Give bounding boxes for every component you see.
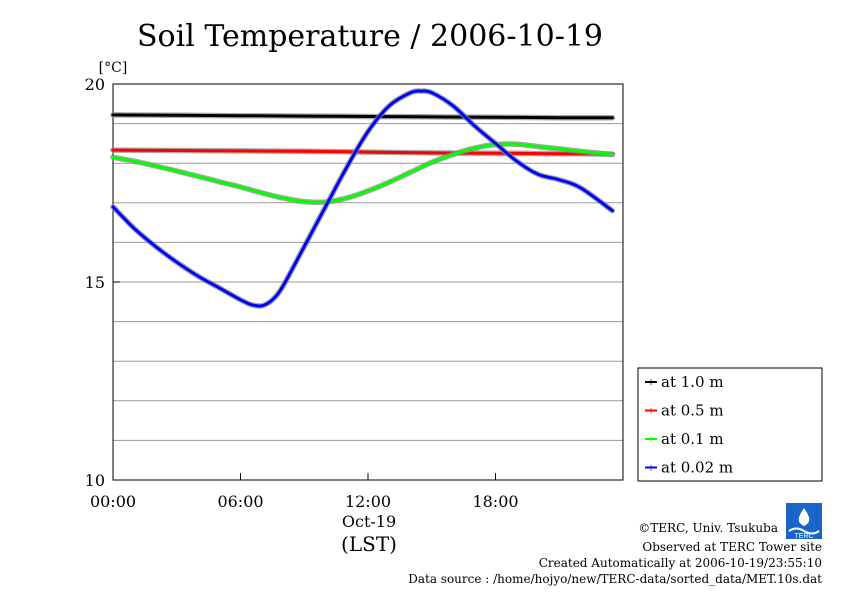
legend-marker-at-0-1-m: +	[647, 435, 655, 445]
series-line-at-0-1-m	[111, 142, 614, 204]
legend-box	[637, 367, 823, 482]
wave-icon	[788, 527, 820, 535]
series-line-at-1-0-m	[111, 113, 614, 120]
legend: + at 1.0 m + at 0.5 m + at 0.1 m + at 0.02 m	[637, 367, 823, 482]
y-tick-label: 20	[85, 75, 105, 94]
chart-title: Soil Temperature / 2006-10-19	[137, 19, 603, 54]
legend-label-at-1-0-m: at 1.0 m	[661, 373, 724, 391]
footer-copyright: ©TERC, Univ. Tsukuba	[638, 521, 778, 535]
legend-marker-at-0-02-m: +	[647, 464, 655, 474]
water-drop-icon	[798, 508, 810, 526]
y-tick-label: 10	[85, 471, 105, 490]
legend-label-at-0-1-m: at 0.1 m	[661, 430, 724, 448]
terc-logo: TERC	[786, 503, 822, 540]
legend-label-at-0-02-m: at 0.02 m	[661, 459, 733, 477]
legend-marker-at-1-0-m: +	[647, 378, 655, 388]
x-axis-date-label: Oct-19	[342, 512, 396, 531]
legend-marker-at-0-5-m: +	[647, 407, 655, 417]
series-lines	[110, 88, 616, 309]
y-tick-label: 15	[85, 273, 105, 292]
grid	[113, 83, 623, 441]
x-tick-label: 12:00	[345, 492, 391, 511]
footer-source: Data source : /home/hojyo/new/TERC-data/…	[408, 572, 822, 586]
y-axis-unit: [°C]	[99, 60, 128, 76]
x-tick-label: 00:00	[90, 492, 136, 511]
x-axis-timezone-label: (LST)	[341, 532, 397, 556]
legend-label-at-0-5-m: at 0.5 m	[661, 402, 724, 420]
axis-ticks: 10 15 20 00:00 06:00 12:00 18:00	[85, 75, 519, 511]
x-tick-label: 18:00	[472, 492, 518, 511]
footer-observed: Observed at TERC Tower site	[642, 540, 822, 554]
terc-logo-text: TERC	[794, 533, 813, 540]
series-line-at-0-02-m	[111, 89, 614, 308]
legend-entries: + at 1.0 m + at 0.5 m + at 0.1 m + at 0.02 m	[645, 373, 733, 477]
footer-created: Created Automatically at 2006-10-19/23:5…	[539, 556, 822, 570]
series-line-at-0-5-m	[111, 148, 614, 156]
x-tick-label: 06:00	[217, 492, 263, 511]
